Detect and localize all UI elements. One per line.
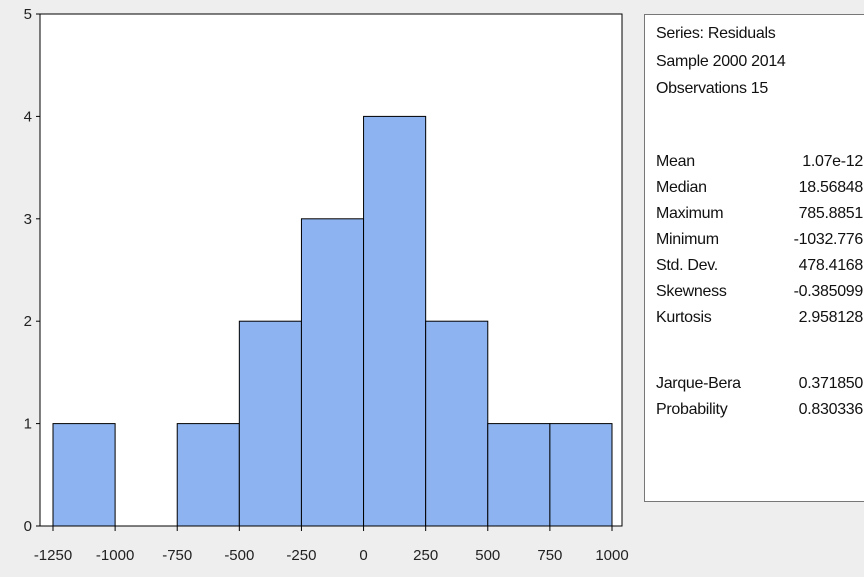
test-value-jarque-bera: 0.371850 <box>798 375 864 392</box>
x-tick-label: -1250 <box>34 547 72 564</box>
stat-label-maximum: Maximum <box>656 205 724 222</box>
y-tick-label: 0 <box>24 518 32 535</box>
y-axis: 0 1 2 3 4 5 <box>24 6 40 535</box>
x-tick-label: 500 <box>475 547 500 564</box>
x-tick-label: 750 <box>537 547 562 564</box>
histogram-bar-4 <box>300 218 365 527</box>
x-tick-label: -500 <box>224 547 254 564</box>
test-label-jarque-bera: Jarque-Bera <box>656 375 741 392</box>
stat-value-skewness: -0.385099 <box>793 283 864 300</box>
histogram-bars <box>52 115 613 527</box>
stat-value-std-dev: 478.4168 <box>798 257 864 274</box>
series-name: Series: Residuals <box>656 25 776 42</box>
x-tick-label: -250 <box>286 547 316 564</box>
sample-range: Sample 2000 2014 <box>656 53 786 70</box>
x-tick-label: -1000 <box>96 547 134 564</box>
stat-value-minimum: -1032.776 <box>793 231 864 248</box>
stat-label-mean: Mean <box>656 153 695 170</box>
y-tick-label: 5 <box>24 6 32 23</box>
stat-label-skewness: Skewness <box>656 283 727 300</box>
stat-value-maximum: 785.8851 <box>798 205 864 222</box>
stat-label-minimum: Minimum <box>656 231 719 248</box>
observations-count: Observations 15 <box>656 80 769 97</box>
histogram-bar-8 <box>549 423 613 527</box>
stat-label-std-dev: Std. Dev. <box>656 257 718 274</box>
x-tick-label: 1000 <box>595 547 628 564</box>
x-tick-label: 250 <box>413 547 438 564</box>
stat-label-median: Median <box>656 179 707 196</box>
histogram-bar-0 <box>52 423 116 527</box>
stat-value-mean: 1.07e-12 <box>802 153 863 170</box>
test-label-probability: Probability <box>656 401 728 418</box>
y-tick-label: 4 <box>24 108 32 125</box>
histogram-bar-7 <box>487 423 551 527</box>
descriptive-stats-panel: Series: Residuals Sample 2000 2014 Obser… <box>644 14 864 502</box>
x-axis: -1250 -1000 -750 -500 -250 0 250 500 750 1000 <box>34 526 629 564</box>
stat-value-median: 18.56848 <box>798 179 864 196</box>
x-tick-label: 0 <box>359 547 367 564</box>
histogram-bar-6 <box>425 320 489 527</box>
histogram-chart: 0 1 2 3 4 5 -1250 -1000 -750 -500 -250 0 250 500 750 1… <box>24 6 629 564</box>
stat-label-kurtosis: Kurtosis <box>656 309 712 326</box>
histogram-bar-5 <box>363 115 427 527</box>
test-value-probability: 0.830336 <box>798 401 864 418</box>
y-tick-label: 1 <box>24 416 32 433</box>
y-tick-label: 2 <box>24 313 32 330</box>
x-tick-label: -750 <box>162 547 192 564</box>
histogram-bar-3 <box>238 320 302 527</box>
histogram-bar-2 <box>176 423 240 527</box>
y-tick-label: 3 <box>24 211 32 228</box>
stat-value-kurtosis: 2.958128 <box>798 309 864 326</box>
